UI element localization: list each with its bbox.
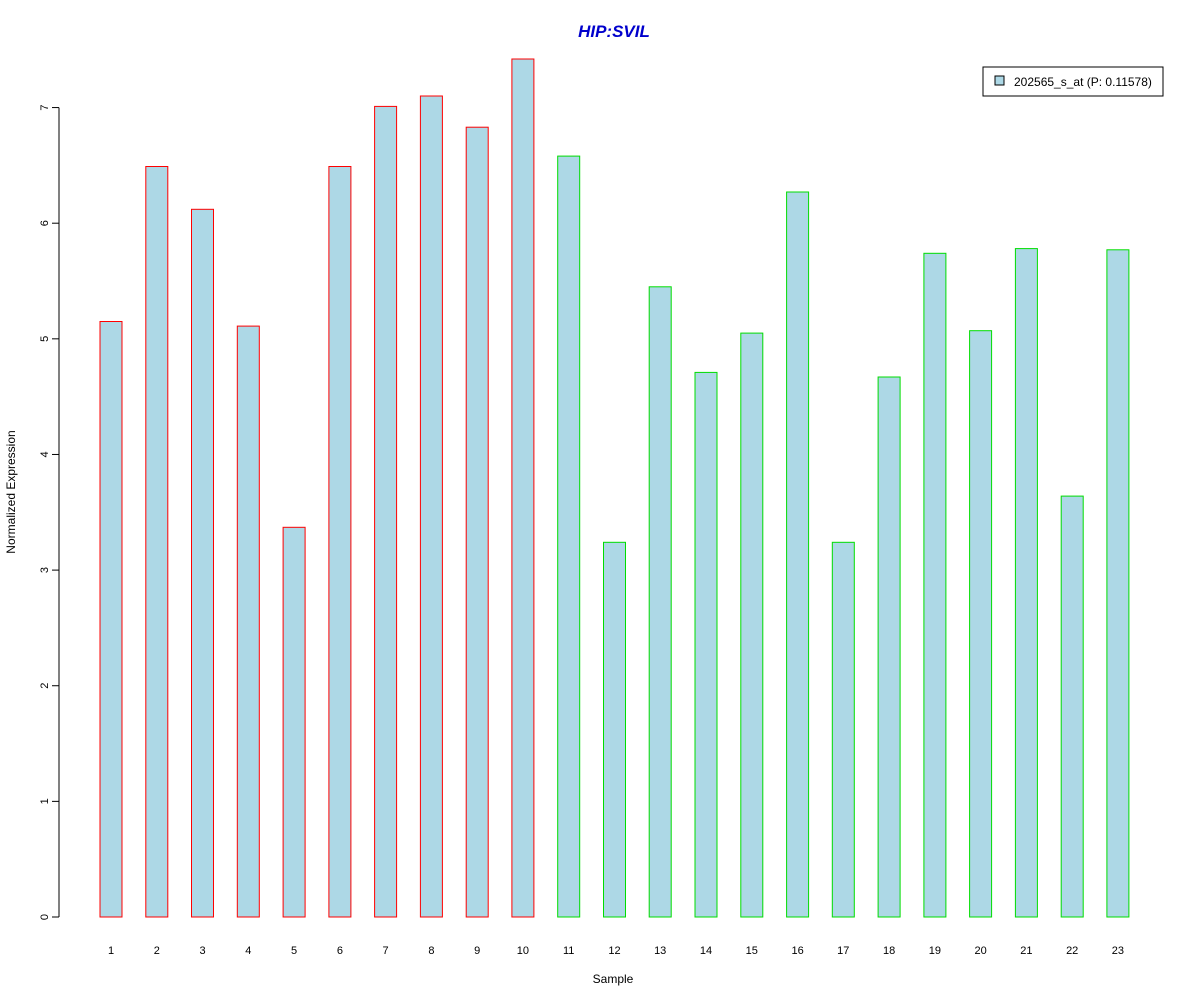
x-tick-label: 21 (1020, 945, 1032, 957)
bar-sample-1 (99, 321, 123, 918)
bar-sample-2 (145, 166, 169, 918)
x-tick-label: 18 (883, 945, 895, 957)
bar-sample-14 (694, 371, 718, 918)
x-tick-label: 22 (1066, 945, 1078, 957)
y-tick-label: 5 (39, 336, 51, 342)
bar-sample-5 (282, 526, 306, 918)
x-tick-label: 4 (245, 945, 251, 957)
x-tick-label: 16 (791, 945, 803, 957)
y-tick-label: 3 (39, 567, 51, 573)
bar-sample-21 (1014, 248, 1038, 918)
y-tick-label: 4 (39, 451, 51, 457)
bar-sample-16 (786, 191, 810, 918)
bar-sample-20 (969, 330, 993, 918)
bar-sample-23 (1106, 249, 1130, 918)
bar-sample-19 (923, 252, 947, 918)
x-tick-label: 11 (563, 945, 574, 957)
x-tick-label: 19 (929, 945, 941, 957)
x-tick-label: 1 (108, 945, 114, 957)
bar-sample-22 (1060, 495, 1084, 918)
bar-sample-13 (648, 286, 672, 918)
y-tick-label: 2 (39, 683, 51, 689)
x-tick-label: 7 (383, 945, 389, 957)
bar-sample-9 (465, 126, 489, 918)
x-tick-label: 6 (337, 945, 343, 957)
x-tick-label: 10 (517, 945, 529, 957)
bar-sample-10 (511, 58, 535, 918)
x-tick-label: 9 (474, 945, 480, 957)
x-tick-label: 2 (154, 945, 160, 957)
legend-entry: 202565_s_at (P: 0.11578) (1014, 75, 1152, 89)
y-axis: 0 1 2 3 4 5 6 7 (39, 105, 60, 920)
x-tick-label: 20 (974, 945, 986, 957)
chart-title: HIP:SVIL (578, 22, 650, 41)
y-axis-label: Normalized Expression (4, 430, 18, 553)
x-tick-label: 3 (199, 945, 205, 957)
x-tick-labels: 1 2 3 4 5 6 7 8 9 10 11 12 13 14 15 16 17 18 19 20 21 22 23 (108, 945, 1124, 957)
legend-swatch (994, 75, 1005, 86)
x-tick-label: 23 (1112, 945, 1124, 957)
x-tick-label: 13 (654, 945, 666, 957)
bar-sample-6 (328, 166, 352, 918)
bar-sample-4 (236, 325, 260, 918)
x-axis-label: Sample (593, 972, 634, 986)
x-tick-label: 17 (837, 945, 849, 957)
x-tick-label: 14 (700, 945, 712, 957)
bar-sample-12 (603, 541, 626, 918)
y-tick-label: 6 (39, 220, 51, 226)
legend: 202565_s_at (P: 0.11578) (982, 66, 1164, 97)
x-tick-label: 12 (608, 945, 620, 957)
bar-sample-18 (877, 376, 901, 918)
bar-sample-15 (740, 332, 764, 918)
bar-sample-7 (374, 105, 398, 918)
bars (99, 58, 1130, 918)
bar-sample-8 (419, 95, 443, 918)
x-tick-label: 15 (746, 945, 758, 957)
bar-sample-11 (557, 155, 581, 918)
y-tick-label: 7 (39, 105, 51, 111)
bar-sample-3 (191, 208, 214, 918)
x-tick-label: 8 (428, 945, 434, 957)
x-tick-label: 5 (291, 945, 297, 957)
bar-sample-17 (831, 541, 855, 918)
y-tick-label: 1 (39, 798, 51, 804)
legend-box (982, 66, 1164, 97)
y-tick-label: 0 (39, 914, 51, 920)
